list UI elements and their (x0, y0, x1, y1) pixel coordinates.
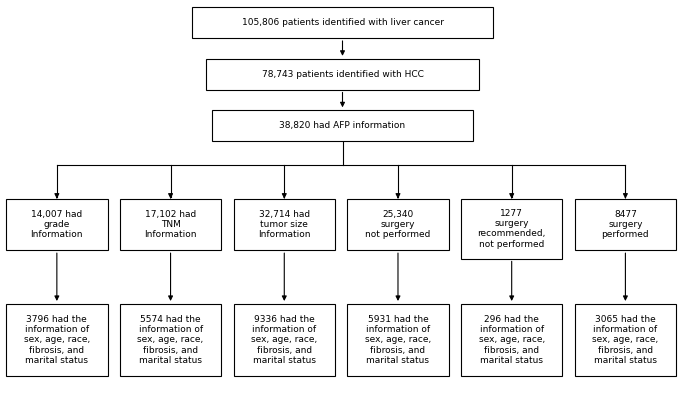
Text: 3065 had the
information of
sex, age, race,
fibrosis, and
marital status: 3065 had the information of sex, age, ra… (593, 315, 658, 365)
Text: 38,820 had AFP information: 38,820 had AFP information (279, 121, 406, 130)
FancyBboxPatch shape (192, 7, 493, 38)
FancyBboxPatch shape (347, 199, 449, 250)
FancyBboxPatch shape (575, 199, 676, 250)
FancyBboxPatch shape (461, 199, 562, 259)
Text: 78,743 patients identified with HCC: 78,743 patients identified with HCC (262, 70, 423, 79)
FancyBboxPatch shape (461, 304, 562, 376)
Text: 3796 had the
information of
sex, age, race,
fibrosis, and
marital status: 3796 had the information of sex, age, ra… (24, 315, 90, 365)
Text: 8477
surgery
performed: 8477 surgery performed (601, 210, 649, 239)
FancyBboxPatch shape (575, 304, 676, 376)
Text: 14,007 had
grade
Information: 14,007 had grade Information (31, 210, 83, 239)
FancyBboxPatch shape (212, 110, 473, 141)
FancyBboxPatch shape (347, 304, 449, 376)
Text: 17,102 had
TNM
Information: 17,102 had TNM Information (145, 210, 197, 239)
Text: 32,714 had
tumor size
Information: 32,714 had tumor size Information (258, 210, 310, 239)
FancyBboxPatch shape (234, 199, 335, 250)
FancyBboxPatch shape (6, 199, 108, 250)
Text: 1277
surgery
recommended,
not performed: 1277 surgery recommended, not performed (477, 208, 546, 249)
FancyBboxPatch shape (120, 199, 221, 250)
FancyBboxPatch shape (206, 59, 480, 90)
Text: 105,806 patients identified with liver cancer: 105,806 patients identified with liver c… (242, 18, 443, 27)
FancyBboxPatch shape (120, 304, 221, 376)
Text: 5574 had the
information of
sex, age, race,
fibrosis, and
marital status: 5574 had the information of sex, age, ra… (138, 315, 203, 365)
Text: 25,340
surgery
not performed: 25,340 surgery not performed (365, 210, 431, 239)
Text: 5931 had the
information of
sex, age, race,
fibrosis, and
marital status: 5931 had the information of sex, age, ra… (365, 315, 431, 365)
FancyBboxPatch shape (6, 304, 108, 376)
FancyBboxPatch shape (234, 304, 335, 376)
Text: 9336 had the
information of
sex, age, race,
fibrosis, and
marital status: 9336 had the information of sex, age, ra… (251, 315, 317, 365)
Text: 296 had the
information of
sex, age, race,
fibrosis, and
marital status: 296 had the information of sex, age, rac… (479, 315, 545, 365)
